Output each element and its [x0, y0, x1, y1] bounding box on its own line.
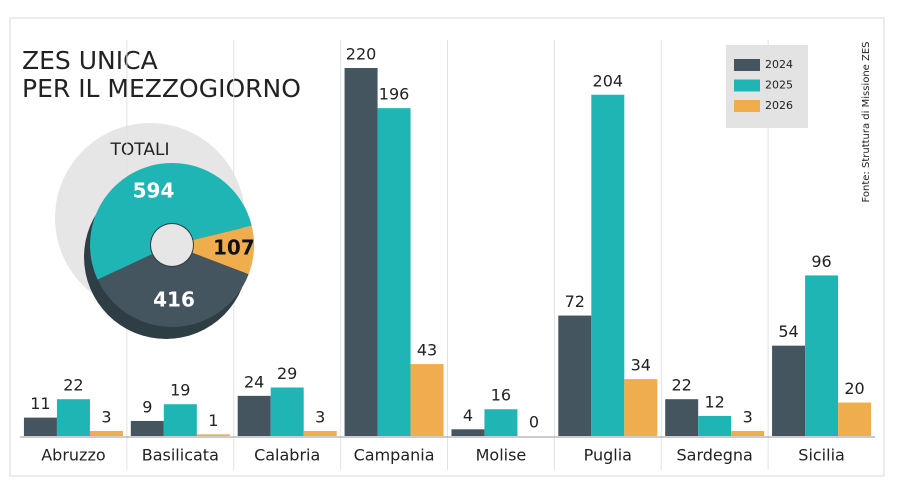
value-label: 19: [170, 381, 190, 400]
x-tick-label: Sicilia: [798, 446, 845, 465]
value-label: 204: [593, 71, 624, 90]
value-label: 11: [30, 394, 50, 413]
title-line: ZES UNICA: [22, 46, 158, 75]
title-line: PER IL MEZZOGIORNO: [22, 74, 301, 103]
bar: [451, 429, 485, 436]
value-label: 196: [379, 85, 410, 104]
x-tick-label: Basilicata: [142, 446, 219, 465]
x-tick-label: Calabria: [254, 446, 320, 465]
legend-swatch: [734, 79, 760, 92]
bar: [23, 417, 57, 436]
bar: [410, 364, 444, 436]
pie-value-label: 107: [213, 235, 255, 259]
value-label: 9: [142, 397, 152, 416]
source: Fonte: Struttura di Missione ZES: [861, 41, 872, 202]
value-label: 22: [63, 376, 83, 395]
x-tick-label: Abruzzo: [41, 446, 105, 465]
bar: [805, 275, 839, 436]
value-label: 220: [346, 45, 377, 64]
value-label: 22: [672, 376, 692, 395]
pie-hole: [151, 224, 193, 266]
bar: [665, 399, 699, 436]
bar: [56, 399, 90, 436]
bar: [303, 430, 337, 436]
value-label: 29: [277, 364, 297, 383]
x-tick-label: Campania: [354, 446, 435, 465]
bar: [731, 430, 765, 436]
pie-slice: [192, 225, 254, 275]
bar: [270, 387, 304, 436]
bar: [130, 420, 164, 436]
value-label: 3: [101, 407, 111, 426]
pie-slice: [90, 162, 252, 280]
x-tick-label: Molise: [476, 446, 527, 465]
bar: [163, 404, 197, 436]
value-label: 24: [244, 372, 264, 391]
legend-swatch: [734, 59, 760, 71]
pie-value-label: 416: [153, 287, 195, 311]
bar: [558, 315, 592, 436]
bar: [591, 94, 625, 436]
value-label: 96: [811, 252, 831, 271]
bar: [196, 434, 230, 436]
bar: [237, 395, 271, 436]
value-label: 12: [705, 392, 725, 411]
pie-slice: [97, 252, 249, 327]
value-label: 72: [565, 292, 585, 311]
bar: [484, 409, 518, 436]
value-label: 3: [315, 407, 325, 426]
bar: [89, 430, 123, 436]
legend-label: 2025: [765, 79, 793, 92]
pie-value-label: 594: [133, 179, 175, 203]
x-tick-label: Sardegna: [677, 446, 753, 465]
bar: [624, 379, 658, 436]
value-label: 34: [631, 356, 651, 375]
bar: [838, 402, 872, 436]
pie-title: TOTALI: [110, 140, 170, 160]
bar: [344, 68, 378, 436]
value-label: 16: [491, 386, 511, 405]
bar: [772, 345, 806, 436]
x-tick-label: Puglia: [584, 446, 632, 465]
legend-label: 2026: [765, 99, 793, 112]
value-label: 3: [743, 407, 753, 426]
value-label: 1: [208, 411, 218, 430]
legend-label: 2024: [765, 58, 793, 71]
value-label: 0: [529, 413, 539, 432]
bar: [377, 108, 411, 437]
value-label: 4: [463, 406, 473, 425]
bar: [698, 415, 732, 436]
value-label: 54: [778, 322, 798, 341]
value-label: 20: [844, 379, 864, 398]
legend-swatch: [734, 100, 760, 112]
value-label: 43: [417, 341, 437, 360]
